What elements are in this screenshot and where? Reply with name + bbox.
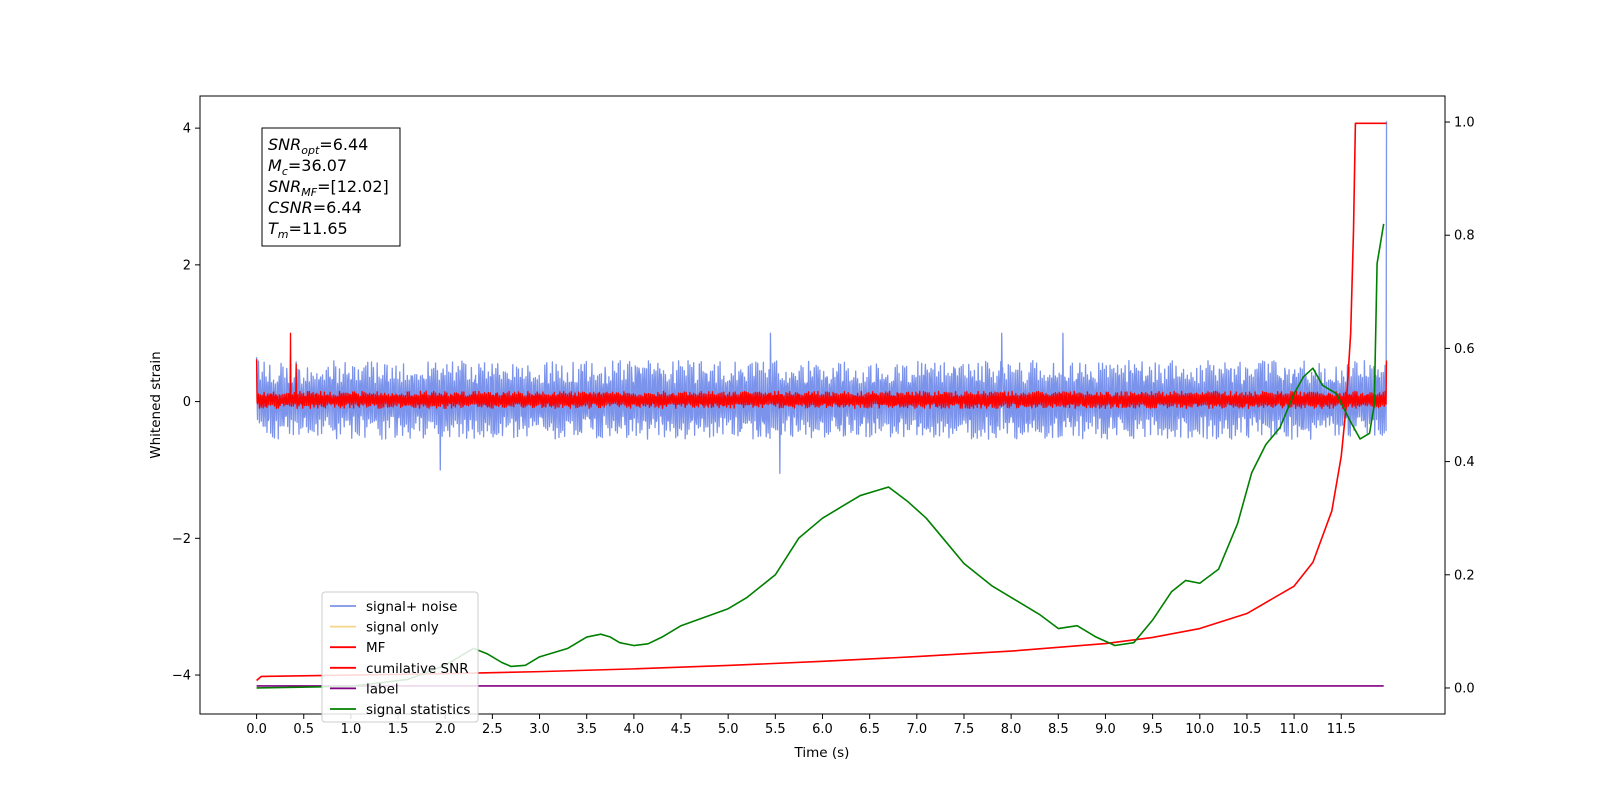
- x-tick-label: 8.0: [1001, 722, 1022, 737]
- x-axis-label: Time (s): [794, 745, 850, 761]
- annotation-lines: SNRopt=6.44Mc=36.07SNRMF=[12.02]CSNR=6.4…: [268, 135, 389, 241]
- legend-entry: cumilative SNR: [330, 661, 469, 677]
- series-line: [256, 223, 1385, 689]
- y2-tick-label: 0.0: [1454, 681, 1475, 696]
- series-signal-statistics: [256, 223, 1385, 689]
- x-tick-label: 11.5: [1327, 722, 1356, 737]
- x-tick-label: 6.0: [812, 722, 833, 737]
- annotation-box: SNRopt=6.44Mc=36.07SNRMF=[12.02]CSNR=6.4…: [261, 127, 401, 247]
- y-axis-right: 1.0 0.8 0.6 0.4 0.2 0.0: [1445, 116, 1475, 696]
- legend-label: MF: [366, 640, 385, 656]
- x-tick-label: 7.0: [906, 722, 927, 737]
- legend-frame: [321, 591, 479, 723]
- y2-tick-label: 0.8: [1454, 229, 1475, 244]
- x-axis: 0.0 0.5 1.0 1.5 2.0 2.5 3.0 3.5 4.0 4.5 5.0 5.5 6.0 6…: [246, 714, 1356, 737]
- y-tick-label: 4: [183, 122, 191, 137]
- x-tick-label: 0.0: [246, 722, 267, 737]
- x-tick-label: 4.0: [624, 722, 645, 737]
- legend-entry: signal only: [330, 620, 439, 636]
- series-signal-noise: [255, 121, 1388, 475]
- y-tick-label: 2: [183, 258, 191, 273]
- annotation-line: SNRMF=[12.02]: [268, 177, 389, 199]
- x-tick-label: 11.0: [1280, 722, 1309, 737]
- y-axis-left: 4 2 0 −2 −4: [172, 122, 200, 684]
- x-tick-label: 3.0: [529, 722, 550, 737]
- y-tick-label: −4: [172, 669, 191, 684]
- y2-tick-label: 0.4: [1454, 455, 1475, 470]
- x-tick-label: 10.5: [1232, 722, 1261, 737]
- x-tick-label: 8.5: [1048, 722, 1069, 737]
- x-tick-label: 0.5: [293, 722, 314, 737]
- annotation-line: CSNR=6.44: [268, 198, 362, 217]
- legend-label: cumilative SNR: [366, 661, 469, 677]
- x-tick-label: 5.0: [718, 722, 739, 737]
- legend-label: signal+ noise: [366, 599, 457, 615]
- x-tick-label: 5.5: [765, 722, 786, 737]
- legend-label: signal statistics: [366, 702, 470, 718]
- x-tick-label: 6.5: [859, 722, 880, 737]
- legend-entry: signal+ noise: [330, 599, 457, 615]
- legend-label: signal only: [366, 620, 439, 636]
- x-tick-label: 7.5: [954, 722, 975, 737]
- annotation-line: Tm=11.65: [268, 219, 348, 241]
- y-tick-label: −2: [172, 532, 191, 547]
- y-axis-label: Whitened strain: [148, 351, 164, 458]
- legend-entry: signal statistics: [330, 702, 470, 718]
- x-tick-label: 3.5: [576, 722, 597, 737]
- y2-tick-label: 0.6: [1454, 342, 1475, 357]
- x-tick-label: 9.5: [1142, 722, 1163, 737]
- series-line: [256, 122, 1387, 682]
- x-tick-label: 2.0: [435, 722, 456, 737]
- x-tick-label: 1.0: [341, 722, 362, 737]
- x-tick-label: 10.0: [1185, 722, 1214, 737]
- y2-tick-label: 0.2: [1454, 568, 1475, 583]
- x-tick-label: 9.0: [1095, 722, 1116, 737]
- legend-entry: label: [330, 681, 399, 697]
- series-line: [255, 121, 1388, 475]
- annotation-line: Mc=36.07: [268, 156, 347, 178]
- x-tick-label: 4.5: [671, 722, 692, 737]
- series-cumilative-snr: [256, 122, 1387, 682]
- y2-tick-label: 1.0: [1454, 116, 1475, 131]
- annotation-line: SNRopt=6.44: [268, 135, 368, 157]
- x-tick-label: 2.5: [482, 722, 503, 737]
- legend-label: label: [366, 681, 399, 697]
- series-line: [255, 332, 1388, 410]
- y-tick-label: 0: [183, 395, 191, 410]
- series-mf: [255, 332, 1388, 410]
- legend: signal+ noise signal only MF cumilative SNR…: [321, 591, 479, 723]
- legend-entry: MF: [330, 640, 385, 656]
- x-tick-label: 1.5: [388, 722, 409, 737]
- legend-items: signal+ noise signal only MF cumilative SNR…: [330, 599, 470, 718]
- annotation-frame: [261, 127, 401, 247]
